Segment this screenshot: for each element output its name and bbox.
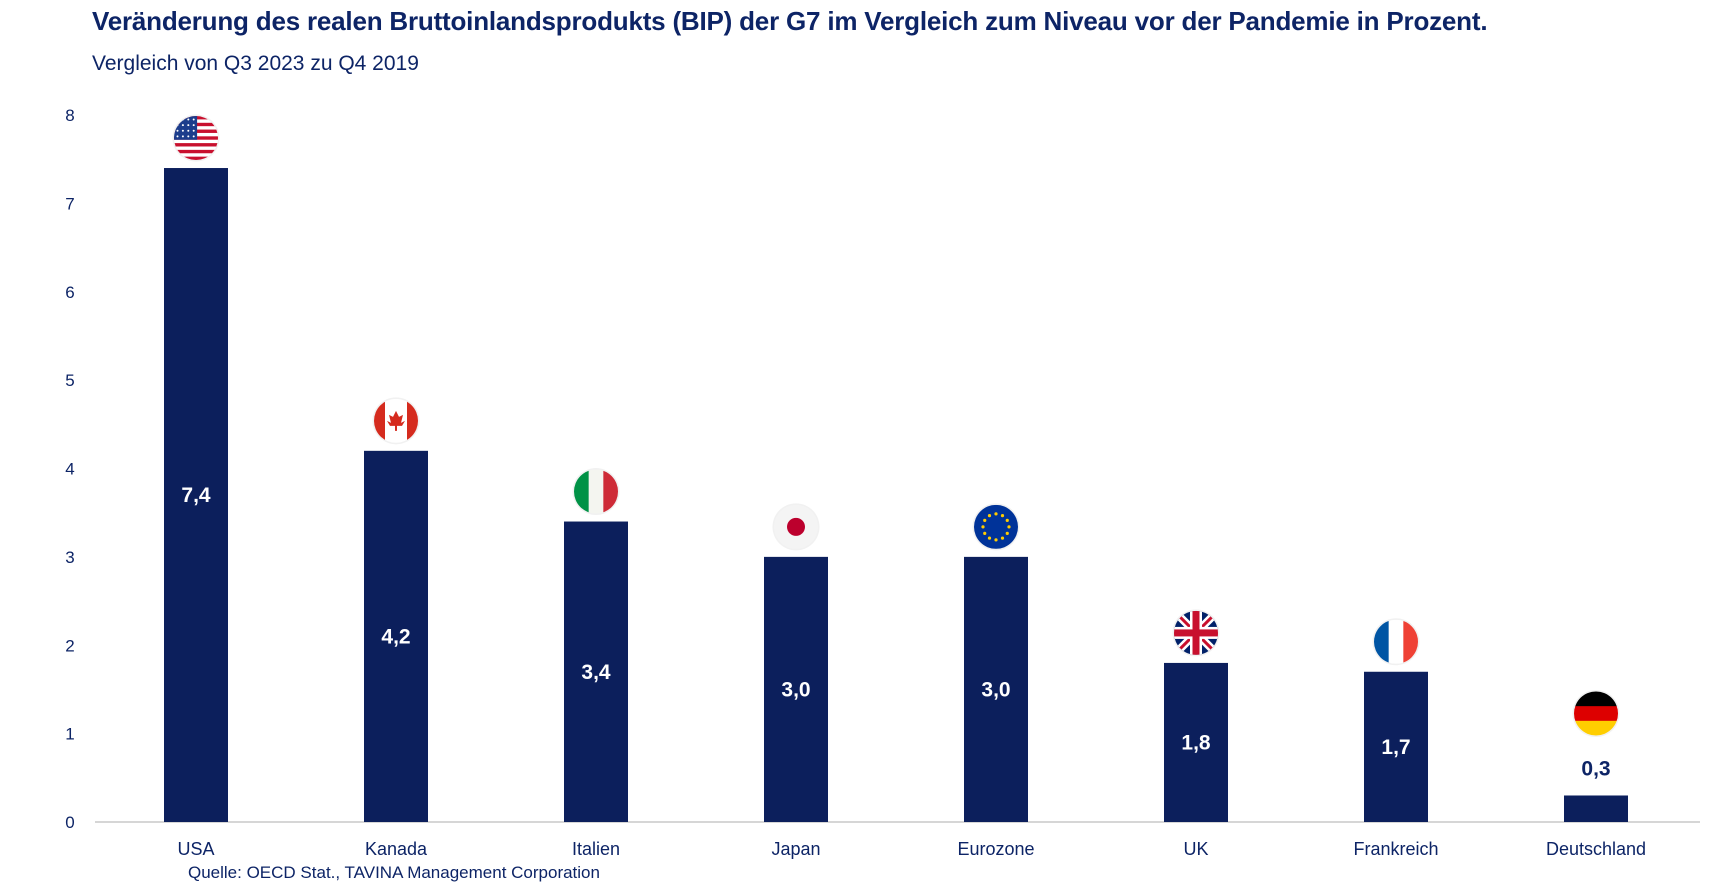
data-label: 3,0 (781, 678, 810, 701)
x-tick-label: USA (177, 839, 214, 859)
data-label: 3,4 (581, 661, 611, 684)
germany-flag-icon (1572, 689, 1620, 737)
x-tick-label: Frankreich (1353, 839, 1438, 859)
data-label: 1,7 (1381, 736, 1410, 759)
x-tick-label: UK (1183, 839, 1208, 859)
y-tick-label: 4 (65, 460, 74, 479)
data-label: 3,0 (981, 678, 1010, 701)
bar-eurozone (964, 556, 1028, 822)
source-note: Quelle: OECD Stat., TAVINA Management Co… (188, 863, 600, 882)
y-tick-label: 3 (65, 548, 74, 567)
x-tick-label: Deutschland (1546, 839, 1646, 859)
bar-usa (164, 168, 228, 822)
us-flag-icon (172, 114, 220, 162)
bar-frankreich (1364, 671, 1428, 822)
data-label: 7,4 (181, 484, 211, 507)
uk-flag-icon (1172, 609, 1220, 657)
data-label: 0,3 (1581, 757, 1610, 780)
data-label: 4,2 (381, 625, 410, 648)
eu-flag-icon (972, 503, 1020, 551)
bar-uk (1164, 662, 1228, 822)
y-tick-label: 5 (65, 371, 74, 390)
italy-flag-icon (572, 468, 620, 516)
x-tick-label: Kanada (365, 839, 428, 859)
y-tick-label: 1 (65, 725, 74, 744)
bar-deutschland (1564, 795, 1628, 822)
y-tick-label: 2 (65, 636, 74, 655)
x-tick-label: Japan (771, 839, 820, 859)
japan-flag-icon (772, 503, 820, 551)
y-tick-label: 6 (65, 283, 74, 302)
y-tick-label: 8 (65, 106, 74, 125)
canada-flag-icon (372, 397, 420, 445)
y-tick-label: 0 (65, 813, 74, 832)
bar-italien (564, 521, 628, 822)
chart-subtitle: Vergleich von Q3 2023 zu Q4 2019 (92, 52, 419, 75)
chart-title: Veränderung des realen Bruttoinlandsprod… (92, 6, 1488, 36)
france-flag-icon (1372, 618, 1420, 666)
y-tick-label: 7 (65, 194, 74, 213)
x-tick-label: Eurozone (957, 839, 1034, 859)
bar-kanada (364, 450, 428, 822)
x-tick-label: Italien (572, 839, 620, 859)
data-label: 1,8 (1181, 731, 1211, 754)
bar-japan (764, 556, 828, 822)
